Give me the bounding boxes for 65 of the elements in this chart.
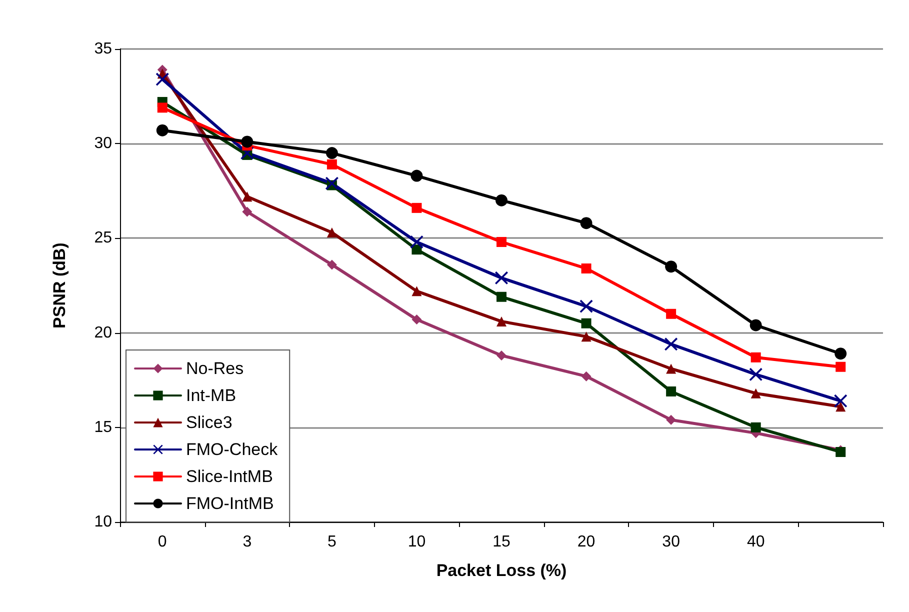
point [496,194,508,206]
point [495,271,508,284]
legend-label: FMO-Check [186,440,278,459]
y-axis-title: PSNR (dB) [50,242,69,328]
point [834,348,847,360]
point [412,202,422,213]
point [410,170,423,182]
point [412,314,422,325]
y-tick-label: 35 [94,40,112,58]
x-tick-label: 30 [662,534,680,550]
point [580,300,593,313]
legend-label: FMO-IntMB [186,494,274,513]
point [412,286,422,296]
point [156,72,169,86]
point [666,364,676,374]
point [156,124,168,136]
point [666,414,676,425]
legend-label: Int-MB [186,386,236,405]
point [749,368,762,381]
point [836,402,846,412]
point [666,386,676,396]
point [750,319,762,332]
x-axis-title: Packet Loss (%) [436,561,567,580]
point [750,352,761,362]
y-tick-label: 30 [94,135,112,152]
point [581,318,592,328]
x-tick-label: 10 [408,534,426,550]
point [664,338,678,351]
y-tick-label: 20 [94,324,112,342]
point [581,263,592,274]
x-tick-label: 20 [577,534,596,550]
x-tick-label: 15 [492,534,510,550]
point [157,102,168,113]
point [410,235,424,248]
point [580,217,592,230]
x-tick-label: 3 [242,534,252,550]
point [581,371,592,382]
y-tick-label: 15 [94,418,112,436]
point [666,308,676,319]
point [496,316,506,326]
legend-label: No-Res [186,359,244,378]
point [242,206,252,217]
point [836,362,846,372]
x-tick-label: 0 [158,534,167,550]
point [241,136,254,148]
x-tick-label: 40 [746,534,765,550]
point [326,147,338,160]
point [834,394,848,408]
y-tick-label: 25 [94,230,112,247]
legend-label: Slice-IntMB [186,467,273,486]
point [326,159,337,170]
point [750,388,761,398]
legend-label: Slice3 [186,413,232,432]
point [496,292,506,302]
point [326,228,337,238]
point [325,176,338,190]
point [326,260,337,270]
point [496,350,506,361]
point [496,236,506,247]
y-tick-label: 10 [94,514,112,530]
x-tick-label: 5 [327,534,336,550]
point [665,260,678,273]
point [750,422,761,432]
point [242,192,252,202]
point [581,332,592,342]
